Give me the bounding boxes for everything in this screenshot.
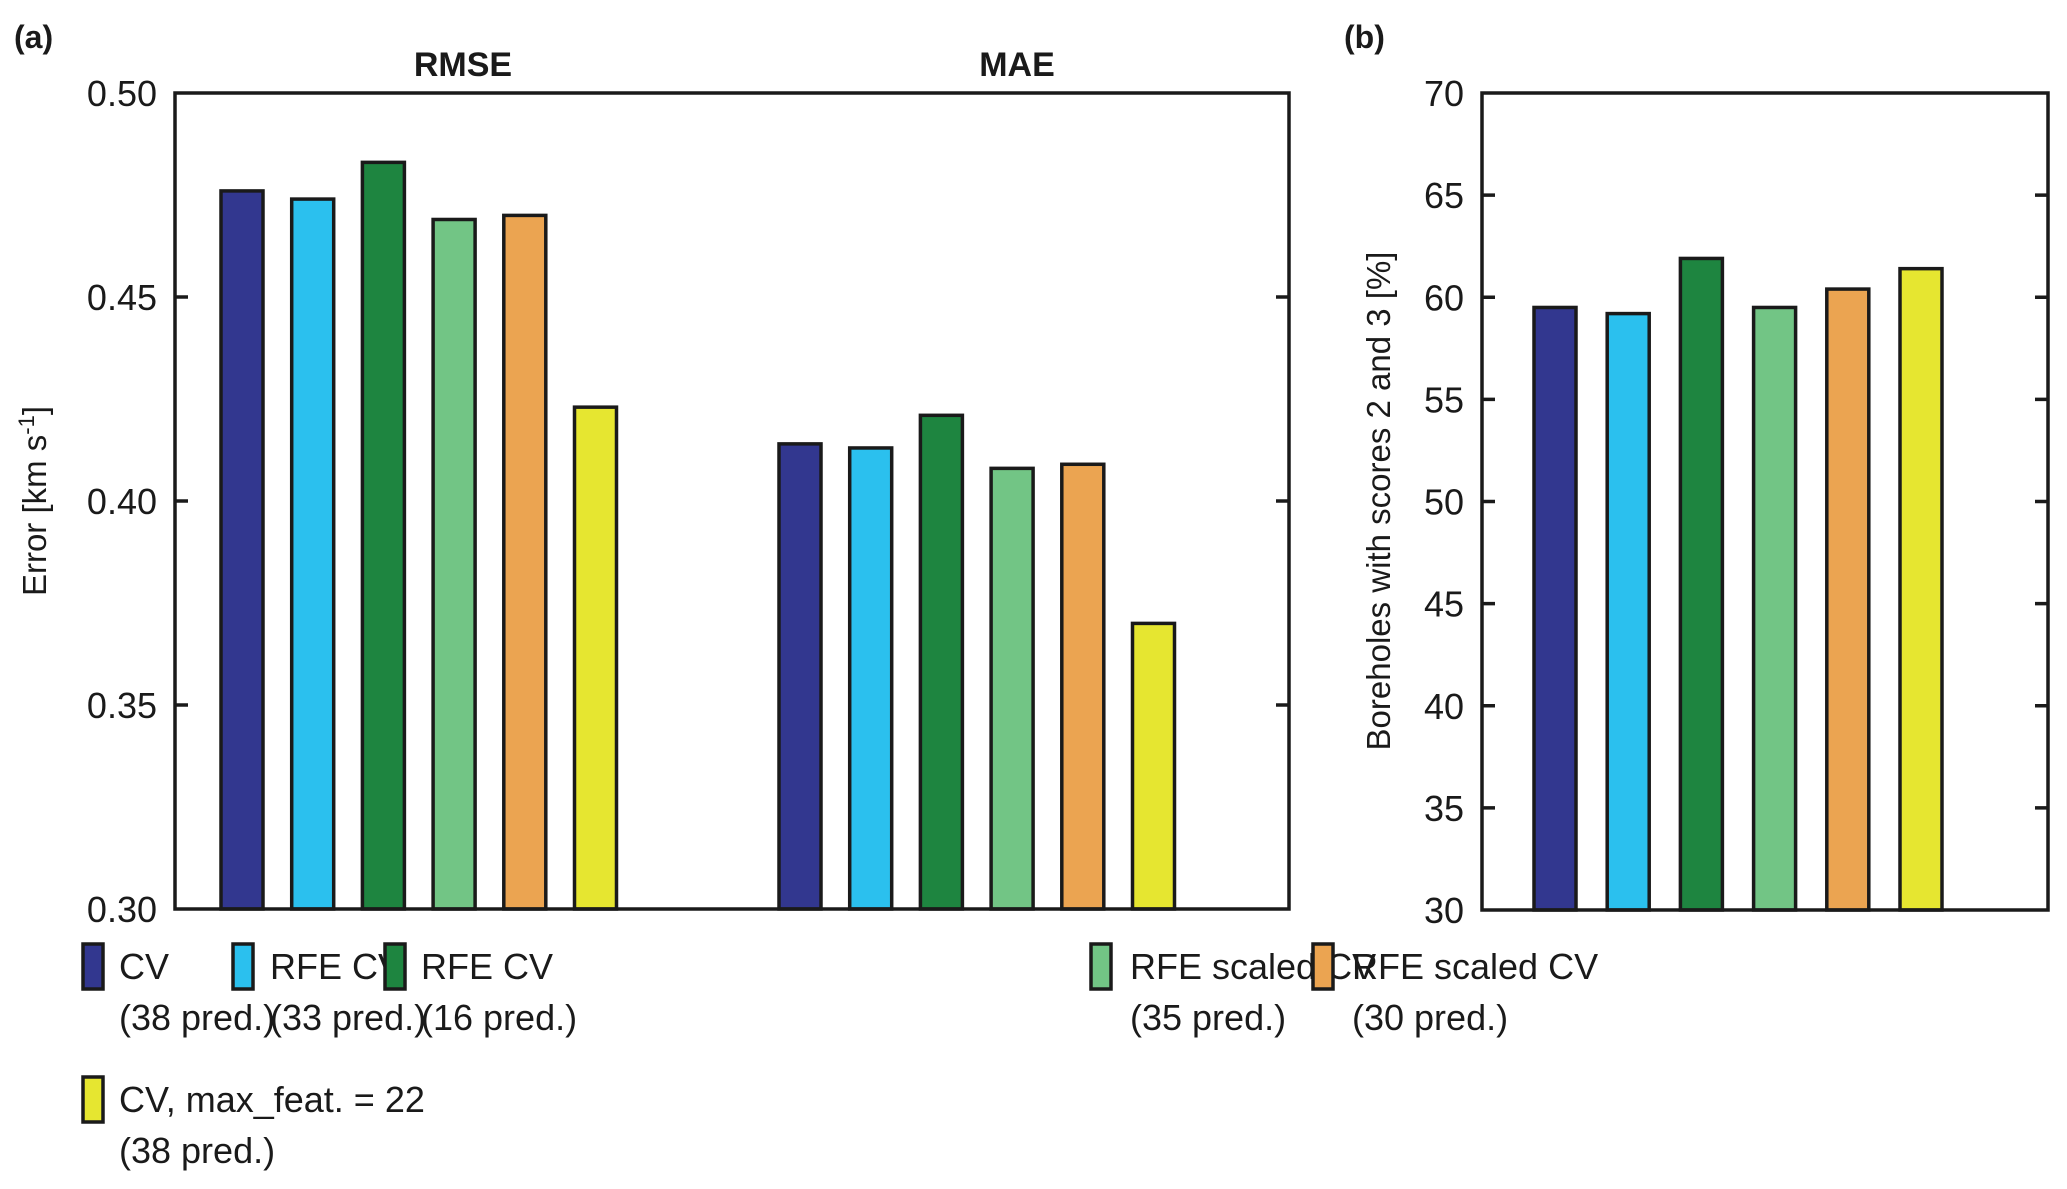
legend-item: CV, max_feat. = 22 (38 pred.) <box>81 1075 425 1171</box>
legend-item: CV (38 pred.) <box>81 942 275 1038</box>
legend-label-line1: CV, max_feat. = 22 <box>119 1079 425 1120</box>
legend-item: RFE scaled CV (30 pred.) <box>1311 942 1598 1038</box>
bar-mae-6 <box>1130 621 1177 911</box>
y-tick-label: 0.30 <box>87 889 157 930</box>
legend-item: RFE scaled CV (35 pred.) <box>1089 942 1376 1038</box>
y-tick-label: 45 <box>1424 584 1464 625</box>
legend-label-line1: RFE CV <box>421 946 553 987</box>
legend-swatch <box>1089 942 1113 991</box>
y-tick-label: 35 <box>1424 788 1464 829</box>
y-tick-label: 55 <box>1424 379 1464 420</box>
bar-rmse-1 <box>219 189 265 911</box>
legend-swatch <box>81 942 105 991</box>
panel-b-label: (b) <box>1344 19 1385 55</box>
legend-label-line1: RFE scaled CV <box>1130 946 1376 987</box>
bar-rmse-6 <box>572 405 619 911</box>
y-tick-label: 0.45 <box>87 277 157 318</box>
y-tick-label: 50 <box>1424 482 1464 523</box>
bar-mae-4 <box>989 466 1035 911</box>
bar-boreholes-4 <box>1751 305 1798 912</box>
y-tick-label: 65 <box>1424 175 1464 216</box>
legend-item: RFE CV (16 pred.) <box>383 942 577 1038</box>
bar-mae-2 <box>847 446 894 911</box>
bar-rmse-2 <box>289 197 336 911</box>
bar-rmse-5 <box>502 213 548 911</box>
legend-label-line1: RFE CV <box>270 946 402 987</box>
bar-boreholes-3 <box>1678 256 1725 912</box>
legend-label-line2: (38 pred.) <box>119 1130 275 1171</box>
y-tick-label: 70 <box>1424 73 1464 114</box>
legend-swatch <box>1311 942 1335 991</box>
bar-mae-5 <box>1060 462 1106 911</box>
legend-label-line1: CV <box>119 946 169 987</box>
bar-boreholes-2 <box>1605 311 1651 912</box>
legend-swatch <box>231 942 255 991</box>
panel-a-label: (a) <box>14 19 53 55</box>
bar-rmse-3 <box>360 160 407 911</box>
legend-label-line2: (33 pred.) <box>270 997 426 1038</box>
panel-a-y-axis-title: Error [km s-1] <box>14 406 53 596</box>
y-tick-label: 60 <box>1424 277 1464 318</box>
legend-label-line2: (30 pred.) <box>1352 997 1508 1038</box>
legend-label-line2: (35 pred.) <box>1130 997 1286 1038</box>
y-tick-label: 0.35 <box>87 685 157 726</box>
panel-b-y-axis-title: Boreholes with scores 2 and 3 [%] <box>1360 252 1397 751</box>
legend-swatch <box>383 942 407 991</box>
panel-a-axes-frame <box>173 91 1291 911</box>
legend-label-line2: (16 pred.) <box>421 997 577 1038</box>
y-tick-label: 30 <box>1424 890 1464 931</box>
y-tick-label: 0.50 <box>87 73 157 114</box>
legend-item: RFE CV (33 pred.) <box>231 942 426 1038</box>
bar-boreholes-5 <box>1825 287 1871 912</box>
bar-boreholes-6 <box>1898 266 1944 912</box>
group-title-rmse: RMSE <box>414 46 512 84</box>
legend-label-line1: RFE scaled CV <box>1352 946 1598 987</box>
legend-label-line2: (38 pred.) <box>119 997 275 1038</box>
legend: CV (38 pred.) RFE CV (33 pred.) RFE CV (16 pr… <box>81 942 1598 1171</box>
panel-b-plot: 30 35 40 45 50 55 60 65 70 <box>1424 73 2050 931</box>
bar-boreholes-1 <box>1532 305 1578 912</box>
y-axis-title-superscript: -1 <box>14 415 39 435</box>
y-tick-label: 0.40 <box>87 481 157 522</box>
group-title-mae: MAE <box>979 46 1055 84</box>
panel-a-plot: 0.30 0.35 0.40 0.45 0.50 <box>87 73 1291 930</box>
y-axis-title-end: ] <box>16 406 53 415</box>
legend-swatch <box>81 1075 105 1124</box>
y-axis-title-main: Error [km s <box>16 435 53 596</box>
bar-mae-3 <box>918 413 965 911</box>
bar-mae-1 <box>777 442 823 911</box>
y-tick-label: 40 <box>1424 686 1464 727</box>
bar-rmse-4 <box>431 217 477 911</box>
